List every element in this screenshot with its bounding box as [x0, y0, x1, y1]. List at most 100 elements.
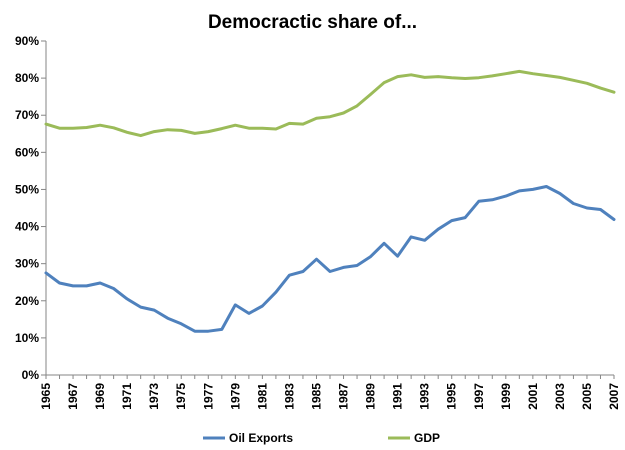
data-point-gdp [139, 134, 142, 137]
data-point-oil-exports [531, 188, 535, 191]
data-point-oil-exports [274, 291, 278, 294]
data-point-gdp [396, 75, 399, 78]
data-point-gdp [288, 122, 291, 125]
data-point-gdp [125, 131, 129, 134]
x-tick-label: 1999 [499, 383, 513, 410]
data-point-oil-exports [409, 235, 413, 239]
y-tick-label: 10% [15, 331, 39, 345]
x-tick-label: 1969 [93, 383, 107, 410]
data-point-oil-exports [125, 297, 129, 301]
data-point-gdp [612, 91, 616, 94]
data-point-gdp [98, 124, 102, 127]
data-point-oil-exports [585, 206, 589, 210]
data-point-oil-exports [558, 192, 562, 195]
data-point-oil-exports [464, 216, 467, 219]
y-tick-label: 40% [15, 220, 39, 234]
x-tick-label: 1985 [309, 383, 323, 410]
data-point-oil-exports [261, 304, 264, 308]
data-point-oil-exports [220, 328, 224, 331]
data-point-gdp [274, 127, 278, 131]
data-point-oil-exports [98, 281, 102, 285]
data-point-gdp [193, 132, 196, 135]
data-point-gdp [166, 128, 169, 131]
x-tick-label: 1977 [201, 383, 215, 410]
data-point-oil-exports [85, 284, 88, 288]
data-point-gdp [585, 82, 589, 85]
data-point-gdp [328, 115, 332, 118]
legend-label-gdp: GDP [414, 431, 440, 445]
data-point-oil-exports [450, 219, 453, 222]
x-tick-label: 1967 [66, 383, 80, 410]
data-point-oil-exports [193, 330, 196, 333]
data-point-gdp [423, 76, 426, 79]
data-point-oil-exports [315, 258, 318, 261]
data-point-gdp [477, 76, 480, 79]
data-point-gdp [504, 72, 508, 75]
data-point-gdp [71, 127, 75, 130]
data-point-oil-exports [477, 200, 480, 203]
data-point-gdp [220, 127, 224, 130]
y-tick-label: 30% [15, 257, 39, 271]
data-point-oil-exports [612, 218, 616, 221]
y-tick-label: 20% [15, 294, 39, 308]
data-point-gdp [409, 73, 413, 76]
data-point-oil-exports [436, 227, 440, 231]
x-tick-label: 1965 [39, 383, 53, 410]
data-point-oil-exports [423, 239, 426, 242]
data-point-gdp [207, 130, 210, 133]
x-tick-label: 1981 [255, 383, 269, 410]
x-tick-label: 1975 [174, 383, 188, 410]
data-point-oil-exports [180, 322, 183, 325]
data-point-oil-exports [355, 264, 359, 267]
data-point-oil-exports [382, 242, 386, 245]
data-point-gdp [112, 126, 115, 130]
data-point-gdp [261, 127, 264, 130]
data-point-gdp [545, 74, 548, 77]
data-point-oil-exports [112, 287, 115, 290]
data-point-oil-exports [288, 273, 291, 277]
data-point-oil-exports [71, 284, 75, 288]
x-tick-label: 1989 [364, 383, 378, 410]
data-point-gdp [531, 72, 535, 75]
series-line-gdp [44, 69, 616, 138]
y-tick-label: 80% [15, 71, 39, 85]
data-point-oil-exports [58, 281, 61, 285]
data-point-oil-exports [139, 305, 142, 309]
series-line-oil-exports [44, 185, 616, 333]
data-point-gdp [44, 122, 48, 126]
data-point-oil-exports [545, 185, 548, 188]
data-point-oil-exports [301, 270, 305, 273]
data-point-gdp [369, 93, 372, 96]
data-point-gdp [85, 126, 88, 129]
data-point-gdp [491, 74, 494, 78]
data-point-gdp [58, 127, 61, 130]
x-tick-label: 2003 [553, 383, 567, 410]
x-tick-label: 2007 [607, 383, 621, 410]
x-tick-label: 1979 [228, 383, 242, 410]
data-point-gdp [518, 70, 521, 73]
data-point-gdp [342, 111, 345, 115]
data-point-gdp [301, 122, 305, 126]
data-point-oil-exports [166, 317, 169, 320]
data-point-oil-exports [504, 194, 508, 198]
data-point-oil-exports [207, 330, 210, 333]
data-point-oil-exports [369, 255, 372, 258]
x-tick-label: 1997 [472, 383, 486, 410]
x-tick-label: 1991 [391, 383, 405, 410]
data-point-oil-exports [234, 303, 237, 307]
data-point-oil-exports [342, 266, 345, 269]
y-tick-label: 90% [15, 34, 39, 48]
data-point-oil-exports [396, 255, 399, 258]
data-point-gdp [315, 116, 318, 120]
x-tick-label: 1995 [445, 383, 459, 410]
data-point-gdp [355, 104, 359, 108]
data-point-oil-exports [572, 202, 575, 205]
data-point-oil-exports [247, 312, 251, 315]
legend-label-oil-exports: Oil Exports [229, 431, 293, 445]
data-point-gdp [558, 76, 562, 79]
data-point-gdp [247, 127, 251, 130]
y-tick-label: 0% [22, 368, 40, 382]
data-point-gdp [599, 86, 602, 90]
